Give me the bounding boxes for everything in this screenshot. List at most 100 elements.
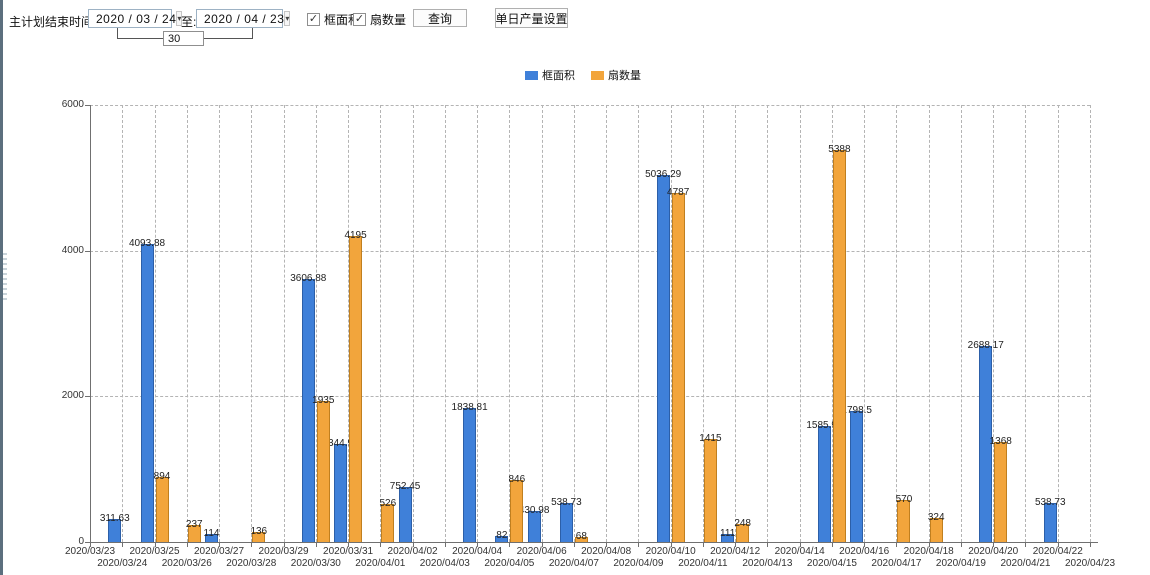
bar-fan-count: [703, 438, 717, 542]
x-axis-label: 2020/04/21: [1000, 558, 1051, 569]
bar-frame-area: [398, 487, 412, 542]
x-gridline: [767, 105, 769, 542]
x-axis-label: 2020/04/03: [419, 558, 470, 569]
collapsed-panel-edge: [0, 0, 7, 575]
x-axis-tick: [670, 542, 672, 547]
bar-value-label: 570: [895, 494, 913, 506]
interval-days-value: 30: [168, 33, 181, 45]
x-axis-label: 2020/04/14: [774, 546, 825, 557]
y-axis-tick: [85, 105, 90, 106]
x-axis-label: 2020/04/15: [806, 558, 857, 569]
x-axis-label: 2020/04/16: [839, 546, 890, 557]
legend-label-fan-count: 扇数量: [608, 70, 641, 82]
bar-value-label: 430.98: [518, 504, 550, 516]
plan-end-time-label: 主计划结束时间:: [9, 15, 97, 29]
bar-value-label: 538.73: [1034, 496, 1066, 508]
x-axis-label: 2020/04/07: [548, 558, 599, 569]
splitter-grip[interactable]: [3, 253, 7, 303]
bar-frame-area: [108, 519, 122, 542]
chevron-down-icon[interactable]: ▾: [176, 11, 183, 26]
y-axis-label: 4000: [61, 244, 84, 256]
x-gridline: [283, 105, 285, 542]
bar-fan-count: [736, 523, 750, 542]
checkbox-check-icon[interactable]: ✓: [307, 13, 320, 26]
fan-count-checkbox[interactable]: ✓ 扇数量: [353, 11, 406, 28]
date-from-picker[interactable]: 2020 / 03 / 24 ▾: [88, 9, 183, 28]
x-axis-label: 2020/04/17: [871, 558, 922, 569]
x-gridline: [444, 105, 446, 542]
fan-count-checkbox-label: 扇数量: [370, 13, 407, 27]
x-gridline: [154, 105, 156, 542]
y-axis-tick: [85, 542, 90, 543]
x-gridline: [831, 105, 833, 542]
bar-frame-area: [979, 346, 993, 542]
bar-frame-area: [817, 426, 831, 542]
x-axis-tick: [122, 542, 124, 547]
x-gridline: [960, 105, 962, 542]
bar-fan-count: [671, 193, 685, 542]
legend-swatch-fan-count: [591, 70, 604, 80]
x-axis-tick: [638, 542, 640, 547]
x-axis-label: 2020/04/05: [484, 558, 535, 569]
y-axis-label: 0: [78, 536, 84, 547]
chart-legend: 框面积 扇数量: [525, 67, 641, 83]
legend-label-frame-area: 框面积: [542, 70, 575, 82]
bar-value-label: 248: [734, 517, 751, 529]
x-axis-tick: [831, 542, 833, 547]
y-gridline: [90, 250, 1090, 252]
x-axis-label: 2020/04/06: [516, 546, 567, 557]
x-axis-label: 2020/04/18: [903, 546, 954, 557]
y-axis-label: 2000: [61, 390, 84, 402]
interval-connector-left: [117, 28, 163, 39]
bar-fan-count: [381, 503, 395, 542]
bar-value-label: 3606.88: [290, 273, 327, 285]
x-axis-tick: [799, 542, 801, 547]
chevron-down-icon[interactable]: ▾: [284, 11, 291, 26]
x-axis-tick: [960, 542, 962, 547]
checkbox-check-icon[interactable]: ✓: [353, 13, 366, 26]
x-axis-label: 2020/03/23: [64, 546, 116, 557]
x-axis-tick: [251, 542, 253, 547]
bar-value-label: 846: [508, 474, 526, 486]
x-axis-label: 2020/03/27: [194, 546, 245, 557]
x-axis-tick: [864, 542, 866, 547]
x-axis-label: 2020/04/09: [613, 558, 664, 569]
y-axis-tick: [85, 396, 90, 398]
daily-output-settings-button[interactable]: 单日产量设置: [495, 8, 568, 28]
x-gridline: [896, 105, 898, 542]
x-axis-label: 2020/03/24: [97, 558, 148, 569]
bar-value-label: 4787: [667, 187, 690, 199]
x-gridline: [122, 105, 124, 542]
interval-days-input[interactable]: 30: [163, 31, 204, 46]
x-axis-label: 2020/04/20: [968, 546, 1019, 557]
bar-frame-area: [1043, 502, 1057, 542]
x-axis-label: 2020/03/31: [323, 546, 374, 557]
query-button[interactable]: 查询: [413, 9, 467, 27]
x-axis-tick: [283, 542, 285, 547]
y-gridline: [90, 105, 1090, 106]
legend-item-fan-count: 扇数量: [591, 67, 641, 83]
date-to-picker[interactable]: 2020 / 04 / 23 ▾: [196, 9, 291, 28]
bar-value-label: 1368: [989, 436, 1012, 448]
bar-value-label: 68: [575, 531, 587, 543]
x-axis-tick: [735, 542, 737, 547]
bar-value-label: 82: [496, 530, 508, 542]
frame-area-checkbox[interactable]: ✓ 框面积: [307, 11, 360, 28]
x-axis-tick: [702, 542, 704, 547]
bar-value-label: 5036.29: [645, 169, 682, 181]
bar-fan-count: [929, 518, 943, 542]
x-axis-tick: [573, 542, 575, 547]
x-gridline: [993, 105, 995, 542]
x-axis-label: 2020/04/08: [581, 546, 632, 557]
bar-value-label: 1585.96: [806, 420, 843, 432]
x-gridline: [348, 105, 350, 542]
bar-value-label: 752.45: [389, 481, 421, 493]
bar-value-label: 1935: [312, 395, 335, 407]
y-axis-tick: [85, 250, 90, 252]
bar-value-label: 5388: [828, 143, 851, 155]
bar-value-label: 111: [720, 527, 736, 539]
bar-frame-area: [301, 279, 315, 542]
bar-value-label: 1415: [699, 432, 722, 444]
x-gridline: [380, 105, 382, 542]
